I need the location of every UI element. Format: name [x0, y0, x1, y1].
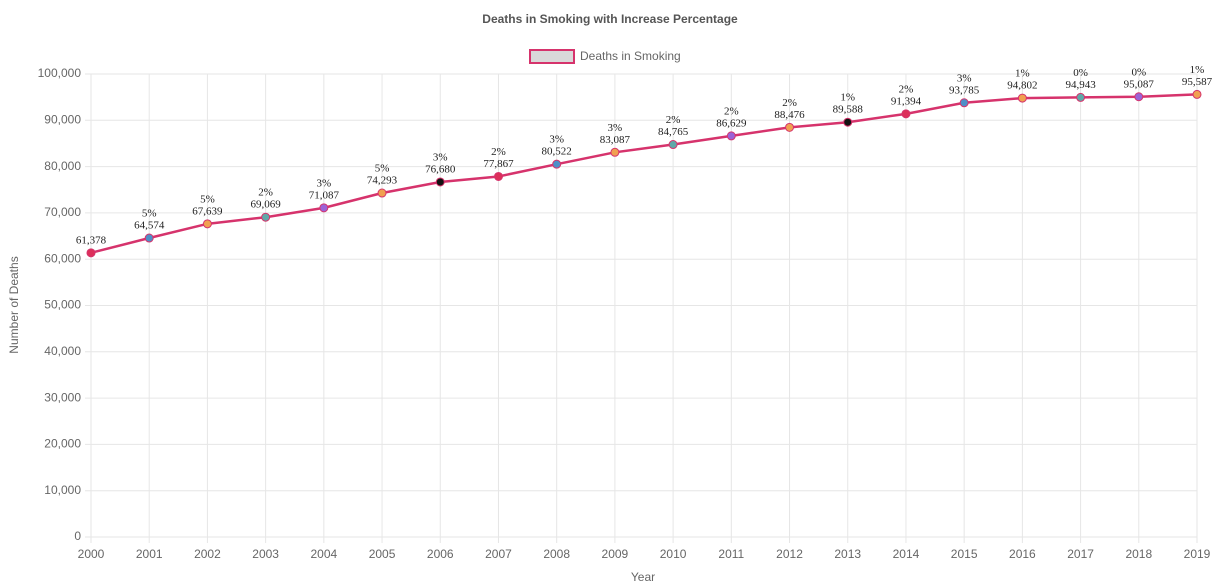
point	[144, 233, 154, 243]
increase-label: 0%	[1073, 67, 1088, 79]
value-label: 71,087	[309, 189, 340, 201]
point	[552, 159, 562, 169]
value-label: 83,087	[600, 134, 631, 146]
value-label: 93,785	[949, 84, 980, 96]
y-axis-title: Number of Deaths	[7, 256, 21, 353]
x-tick-label: 2018	[1125, 547, 1152, 561]
y-tick-label: 50,000	[44, 298, 81, 312]
y-tick-label: 60,000	[44, 251, 81, 265]
increase-label: 3%	[433, 152, 448, 164]
increase-label: 3%	[957, 72, 972, 84]
y-tick-label: 40,000	[44, 344, 81, 358]
x-tick-label: 2009	[602, 547, 629, 561]
point	[86, 248, 96, 258]
y-tick-label: 70,000	[44, 205, 81, 219]
increase-label: 3%	[608, 122, 623, 134]
value-label: 88,476	[774, 109, 805, 121]
x-tick-label: 2017	[1067, 547, 1094, 561]
point	[493, 171, 503, 181]
increase-label: 2%	[899, 83, 914, 95]
point	[901, 109, 911, 119]
increase-label: 5%	[200, 193, 215, 205]
value-label: 94,943	[1065, 79, 1096, 91]
point	[1134, 92, 1144, 102]
value-label: 95,587	[1182, 76, 1213, 88]
point	[1076, 92, 1086, 102]
point	[726, 131, 736, 141]
value-label: 67,639	[192, 205, 223, 217]
x-tick-label: 2014	[893, 547, 920, 561]
x-tick-label: 2011	[718, 547, 744, 561]
value-label: 76,680	[425, 164, 456, 176]
y-tick-label: 0	[74, 529, 81, 543]
point	[202, 219, 212, 229]
increase-label: 1%	[1015, 68, 1030, 80]
increase-label: 2%	[491, 146, 506, 158]
value-label: 86,629	[716, 117, 747, 129]
increase-label: 2%	[782, 97, 797, 109]
point	[959, 98, 969, 108]
x-tick-label: 2013	[834, 547, 861, 561]
x-tick-label: 2000	[78, 547, 105, 561]
value-label: 80,522	[542, 146, 572, 158]
increase-label: 1%	[1190, 64, 1205, 76]
value-label: 89,588	[833, 104, 864, 116]
y-tick-label: 100,000	[38, 66, 82, 80]
increase-label: 0%	[1131, 66, 1146, 78]
y-tick-label: 80,000	[44, 159, 81, 173]
point	[319, 203, 329, 213]
x-tick-label: 2001	[136, 547, 163, 561]
legend-label: Deaths in Smoking	[580, 49, 681, 63]
x-tick-label: 2002	[194, 547, 221, 561]
x-axis-title: Year	[631, 570, 655, 584]
value-label: 74,293	[367, 175, 398, 187]
y-tick-label: 90,000	[44, 112, 81, 126]
point	[1017, 93, 1027, 103]
x-tick-label: 2019	[1184, 547, 1211, 561]
y-tick-label: 10,000	[44, 483, 81, 497]
point	[377, 188, 387, 198]
y-tick-label: 20,000	[44, 437, 81, 451]
increase-label: 5%	[142, 208, 157, 220]
point	[261, 212, 271, 222]
point	[1192, 89, 1202, 99]
point	[843, 117, 853, 127]
increase-label: 2%	[724, 105, 739, 117]
x-tick-label: 2010	[660, 547, 687, 561]
value-label: 95,087	[1124, 78, 1155, 90]
x-tick-label: 2006	[427, 547, 454, 561]
value-label: 91,394	[891, 95, 922, 107]
point	[668, 140, 678, 150]
value-label: 94,802	[1007, 80, 1037, 92]
increase-label: 3%	[549, 134, 564, 146]
legend-swatch	[529, 49, 575, 64]
chart-title: Deaths in Smoking with Increase Percenta…	[482, 12, 738, 26]
point	[610, 147, 620, 157]
value-label: 61,378	[76, 234, 107, 246]
line	[90, 93, 1198, 255]
point	[435, 177, 445, 187]
value-label: 84,765	[658, 126, 689, 138]
x-tick-label: 2016	[1009, 547, 1036, 561]
x-tick-label: 2007	[485, 547, 512, 561]
increase-label: 2%	[666, 114, 681, 126]
value-label: 64,574	[134, 220, 165, 232]
value-label: 69,069	[251, 199, 282, 211]
x-tick-label: 2004	[310, 547, 337, 561]
x-tick-label: 2005	[369, 547, 396, 561]
increase-label: 3%	[317, 177, 332, 189]
value-label: 77,867	[483, 158, 514, 170]
increase-label: 1%	[840, 92, 855, 104]
x-tick-label: 2012	[776, 547, 803, 561]
y-tick-label: 30,000	[44, 390, 81, 404]
increase-label: 5%	[375, 163, 390, 175]
x-tick-label: 2003	[252, 547, 279, 561]
point	[785, 122, 795, 132]
increase-label: 2%	[258, 187, 273, 199]
x-tick-label: 2015	[951, 547, 978, 561]
x-tick-label: 2008	[543, 547, 570, 561]
